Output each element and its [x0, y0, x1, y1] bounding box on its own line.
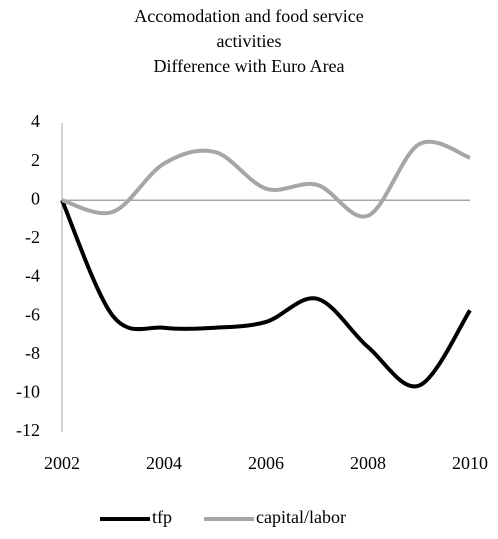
x-tick-label: 2004	[146, 453, 182, 473]
y-tick-label: -12	[16, 420, 40, 440]
chart-title: activities	[217, 31, 282, 51]
y-tick-label: -2	[25, 227, 40, 247]
y-tick-label: 0	[31, 188, 40, 208]
x-tick-label: 2010	[452, 453, 488, 473]
y-tick-label: -4	[25, 266, 40, 286]
y-tick-label: -10	[16, 382, 40, 402]
y-tick-label: 2	[31, 150, 40, 170]
legend-label: tfp	[152, 507, 172, 527]
y-tick-label: 4	[31, 111, 40, 131]
x-tick-label: 2006	[248, 453, 284, 473]
chart-title: Difference with Euro Area	[153, 56, 344, 76]
chart-title: Accomodation and food service	[134, 6, 363, 26]
series-line	[61, 139, 471, 219]
x-tick-label: 2002	[44, 453, 80, 473]
y-tick-label: -6	[25, 304, 40, 324]
x-tick-label: 2008	[350, 453, 386, 473]
series-line	[60, 199, 472, 389]
y-tick-label: -8	[25, 343, 40, 363]
legend-label: capital/labor	[256, 507, 346, 527]
